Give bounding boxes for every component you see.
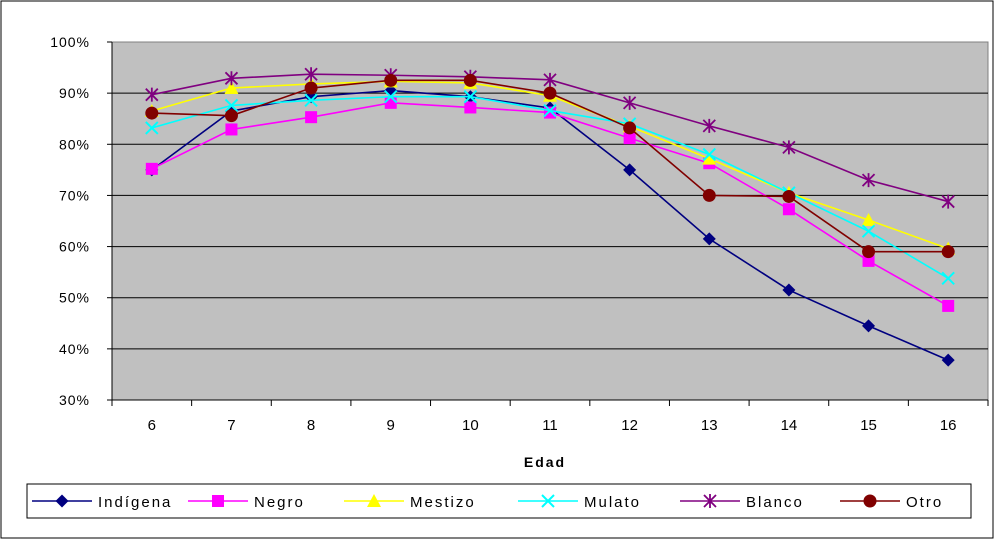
gridlines bbox=[112, 92, 988, 350]
legend-item: Mestizo bbox=[344, 494, 476, 511]
data-point-marker bbox=[304, 67, 318, 82]
data-point-marker bbox=[941, 271, 955, 285]
legend-label: Mulato bbox=[584, 494, 641, 511]
data-point-marker bbox=[702, 147, 716, 162]
x-tick-label: 6 bbox=[148, 417, 156, 434]
x-tick-label: 14 bbox=[781, 417, 798, 434]
data-point-marker bbox=[304, 81, 318, 95]
x-tick-label: 9 bbox=[387, 417, 395, 434]
data-point-marker bbox=[861, 212, 876, 226]
data-point-marker bbox=[463, 90, 478, 104]
y-tick-label: 50% bbox=[59, 290, 90, 306]
series-mulato bbox=[145, 90, 955, 285]
legend-label: Blanco bbox=[746, 494, 804, 511]
data-point-marker bbox=[861, 173, 876, 188]
data-point-marker bbox=[384, 96, 397, 109]
data-point-marker bbox=[863, 494, 877, 508]
data-point-marker bbox=[55, 494, 69, 508]
legend-item: Blanco bbox=[680, 494, 804, 511]
x-tick-label: 16 bbox=[940, 417, 957, 434]
data-point-marker bbox=[145, 121, 159, 135]
series-negro bbox=[145, 96, 955, 312]
data-point-marker bbox=[862, 245, 876, 259]
data-point-marker bbox=[225, 123, 238, 136]
x-tick-label: 13 bbox=[701, 417, 718, 434]
axes: 30% 40% 50% 60% 70% 80% 90% 100% 6 7 8 9 10 11 12 13 14 1… bbox=[50, 34, 989, 434]
data-point-marker bbox=[224, 81, 239, 95]
x-tick-label: 11 bbox=[542, 417, 558, 434]
x-tick-label: 7 bbox=[227, 417, 235, 434]
data-point-marker bbox=[145, 106, 159, 120]
y-tick-label: 90% bbox=[59, 85, 90, 101]
data-point-marker bbox=[463, 73, 477, 87]
legend-item: Otro bbox=[840, 494, 943, 511]
data-point-marker bbox=[622, 95, 637, 110]
legend-item: Indígena bbox=[32, 494, 172, 511]
data-point-marker bbox=[702, 232, 716, 246]
legend: Indígena Negro Mestizo Mulato Blanco Otro bbox=[26, 483, 972, 519]
data-point-marker bbox=[145, 162, 158, 175]
data-point-marker bbox=[224, 71, 239, 86]
data-point-marker bbox=[862, 254, 875, 267]
data-point-marker bbox=[623, 121, 637, 135]
legend-label: Negro bbox=[254, 494, 305, 511]
legend-label: Indígena bbox=[98, 494, 172, 511]
legend-label: Mestizo bbox=[410, 494, 476, 511]
data-point-marker bbox=[782, 140, 796, 155]
x-tick-label: 8 bbox=[307, 417, 315, 434]
data-point-marker bbox=[942, 299, 955, 312]
data-point-marker bbox=[543, 103, 557, 118]
data-point-marker bbox=[544, 106, 556, 119]
series-blanco bbox=[145, 67, 955, 209]
legend-label: Otro bbox=[906, 494, 943, 511]
data-point-marker bbox=[384, 90, 398, 104]
data-point-marker bbox=[305, 111, 318, 124]
x-tick-label: 12 bbox=[621, 417, 638, 434]
y-tick-label: 70% bbox=[59, 187, 90, 203]
data-point-marker bbox=[224, 109, 238, 123]
data-point-marker bbox=[543, 72, 557, 87]
legend-box bbox=[26, 483, 972, 519]
legend-item: Negro bbox=[188, 494, 305, 511]
y-tick-label: 60% bbox=[59, 239, 90, 255]
data-point-marker bbox=[941, 353, 955, 367]
data-point-marker bbox=[782, 283, 796, 297]
series-lines bbox=[144, 67, 956, 367]
data-point-marker bbox=[623, 163, 637, 177]
data-point-marker bbox=[145, 87, 159, 102]
data-point-marker bbox=[703, 494, 717, 508]
data-point-marker bbox=[861, 224, 876, 238]
data-point-marker bbox=[941, 194, 955, 209]
x-axis-title: Edad bbox=[524, 454, 566, 470]
data-point-marker bbox=[702, 151, 717, 165]
y-tick-label: 80% bbox=[59, 136, 90, 152]
data-point-marker bbox=[941, 245, 955, 259]
x-tick-label: 10 bbox=[462, 417, 479, 434]
data-point-marker bbox=[224, 98, 239, 113]
x-tick-label: 15 bbox=[860, 417, 877, 434]
data-point-marker bbox=[384, 73, 398, 87]
data-point-marker bbox=[304, 93, 318, 108]
data-point-marker bbox=[623, 132, 636, 145]
data-point-marker bbox=[862, 319, 876, 333]
y-tick-label: 30% bbox=[59, 392, 90, 408]
data-point-marker bbox=[367, 494, 381, 507]
data-point-marker bbox=[541, 494, 555, 508]
legend-item: Mulato bbox=[518, 494, 641, 511]
y-tick-label: 40% bbox=[59, 341, 90, 357]
data-point-marker bbox=[464, 101, 477, 114]
data-point-marker bbox=[782, 189, 796, 203]
data-point-marker bbox=[702, 118, 716, 133]
y-tick-label: 100% bbox=[50, 34, 90, 50]
data-point-marker bbox=[212, 495, 224, 507]
data-point-marker bbox=[543, 86, 557, 100]
data-point-marker bbox=[782, 203, 795, 216]
series-otro bbox=[145, 73, 955, 259]
data-point-marker bbox=[702, 188, 716, 202]
